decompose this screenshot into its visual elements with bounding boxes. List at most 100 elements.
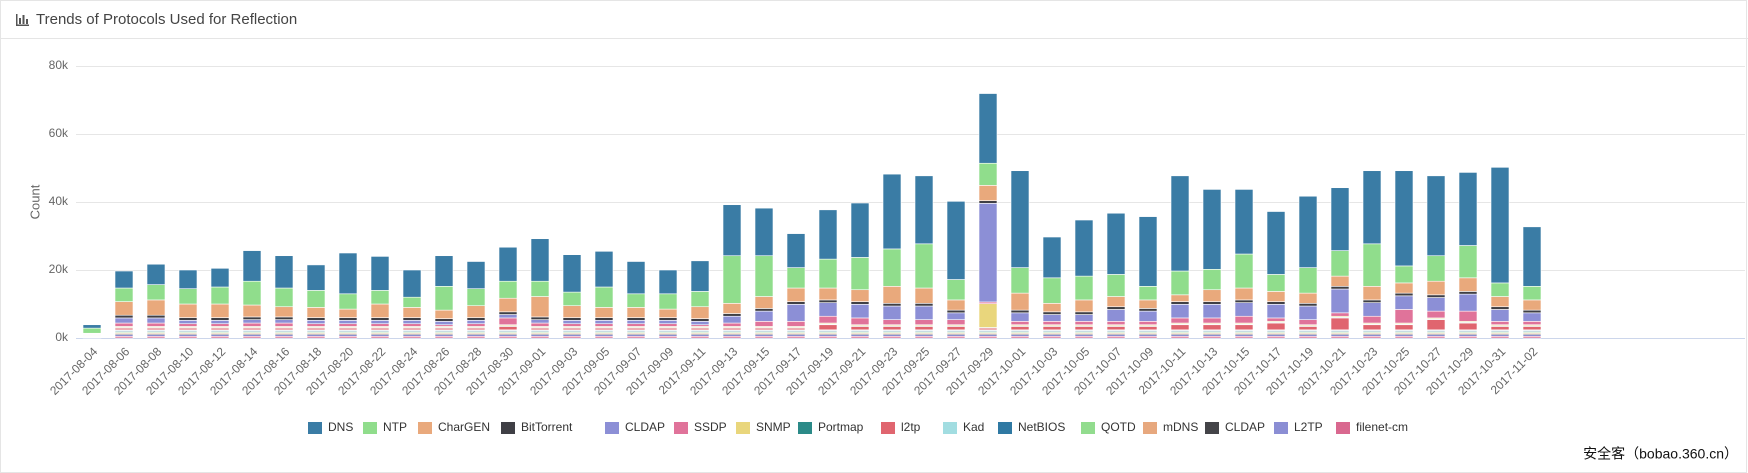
y-tick-label: 0k bbox=[55, 330, 69, 344]
bar-segment bbox=[274, 306, 294, 318]
bar-segment bbox=[946, 319, 966, 326]
bar-segment bbox=[1138, 286, 1158, 301]
bar-segment bbox=[178, 303, 198, 318]
bar-segment bbox=[1074, 321, 1094, 326]
bar-segment bbox=[690, 318, 710, 322]
bar-segment bbox=[402, 323, 422, 327]
bar-segment bbox=[210, 286, 230, 305]
bar-segment bbox=[178, 288, 198, 305]
bar-segment bbox=[1490, 309, 1510, 322]
bar-segment bbox=[274, 287, 294, 308]
legend-swatch bbox=[1081, 422, 1095, 434]
bar-segment bbox=[1426, 175, 1446, 257]
bar-segment bbox=[498, 317, 518, 326]
bar-segment bbox=[562, 323, 582, 327]
bar-segment bbox=[1074, 311, 1094, 315]
bar-segment bbox=[1394, 309, 1414, 324]
bar-segment bbox=[210, 317, 230, 321]
bar-segment bbox=[658, 317, 678, 321]
bar-segment bbox=[1298, 303, 1318, 307]
bar-segment bbox=[1106, 326, 1126, 331]
legend-label: l2tp bbox=[901, 420, 921, 434]
y-tick-label: 80k bbox=[49, 58, 69, 72]
bar-segment bbox=[466, 261, 486, 290]
bar-segment bbox=[466, 305, 486, 318]
bar-segment bbox=[210, 303, 230, 318]
bar-segment bbox=[978, 203, 998, 303]
bar-segment bbox=[1490, 326, 1510, 331]
bar-segment bbox=[498, 314, 518, 319]
chart-title: Trends of Protocols Used for Reflection bbox=[36, 11, 297, 28]
legend-label: CharGEN bbox=[438, 420, 490, 434]
bar-segment bbox=[626, 293, 646, 308]
bar-segment bbox=[1234, 189, 1254, 255]
bar-segment bbox=[562, 291, 582, 307]
legend-swatch bbox=[881, 422, 895, 434]
bar-segment bbox=[1042, 314, 1062, 322]
bar-segment bbox=[978, 185, 998, 201]
bar-segment bbox=[1490, 321, 1510, 326]
legend-label: BitTorrent bbox=[521, 420, 573, 434]
y-tick-label: 40k bbox=[49, 194, 69, 208]
bar-segment bbox=[1010, 312, 1030, 322]
bar-segment bbox=[1234, 287, 1254, 301]
bar-segment bbox=[1298, 326, 1318, 331]
bar-segment bbox=[1394, 292, 1414, 297]
bar-segment bbox=[1234, 315, 1254, 324]
bar-segment bbox=[658, 293, 678, 310]
legend-label: NetBIOS bbox=[1018, 420, 1065, 434]
bar-segment bbox=[1362, 299, 1382, 303]
legend-swatch bbox=[501, 422, 515, 434]
bar-segment bbox=[1074, 314, 1094, 322]
bar-segment bbox=[914, 319, 934, 326]
bar-segment bbox=[1202, 317, 1222, 324]
bar-segment bbox=[498, 280, 518, 299]
bar-segment bbox=[594, 317, 614, 321]
bar-segment bbox=[626, 323, 646, 327]
bar-segment bbox=[1010, 309, 1030, 314]
bar-segment bbox=[818, 287, 838, 301]
bar-segment bbox=[1138, 326, 1158, 331]
bar-segment bbox=[1426, 280, 1446, 296]
bar-segment bbox=[1170, 304, 1190, 319]
bar-segment bbox=[370, 323, 390, 327]
bar-segment bbox=[274, 322, 294, 327]
bar-segment bbox=[722, 322, 742, 327]
watermark: 安全客（bobao.360.cn） bbox=[1583, 446, 1738, 462]
bar-segment bbox=[306, 323, 326, 327]
bar-segment bbox=[1106, 212, 1126, 275]
bar-segment bbox=[1394, 170, 1414, 267]
bar-segment bbox=[1362, 302, 1382, 317]
bar-segment bbox=[946, 312, 966, 320]
bar-segment bbox=[786, 233, 806, 268]
bar-segment bbox=[1042, 326, 1062, 331]
bar-segment bbox=[1138, 299, 1158, 309]
bar-segment bbox=[562, 254, 582, 293]
bar-segment bbox=[626, 307, 646, 318]
bar-segment bbox=[1330, 250, 1350, 277]
bar-segment bbox=[946, 279, 966, 301]
bar-segment bbox=[178, 323, 198, 327]
bar-segment bbox=[946, 309, 966, 314]
bar-segment bbox=[242, 280, 262, 306]
bar-segment bbox=[882, 319, 902, 326]
bar-segment bbox=[1106, 309, 1126, 322]
bar-segment bbox=[274, 316, 294, 320]
bar-segment bbox=[978, 303, 998, 328]
bar-segment bbox=[1010, 267, 1030, 294]
legend-label: CLDAP bbox=[1225, 420, 1265, 434]
legend-swatch bbox=[418, 422, 432, 434]
bar-segment bbox=[498, 326, 518, 331]
bar-segment bbox=[914, 287, 934, 304]
bar-segment bbox=[1170, 294, 1190, 302]
bar-segment bbox=[1490, 296, 1510, 308]
chart-icon bbox=[16, 14, 29, 26]
bar-segment bbox=[466, 317, 486, 321]
bar-segment bbox=[1394, 282, 1414, 294]
bar-segment bbox=[178, 269, 198, 290]
bar-segment bbox=[1330, 288, 1350, 314]
legend-label: QOTD bbox=[1101, 420, 1136, 434]
bar-segment bbox=[1458, 293, 1478, 312]
bar-segment bbox=[1042, 303, 1062, 313]
